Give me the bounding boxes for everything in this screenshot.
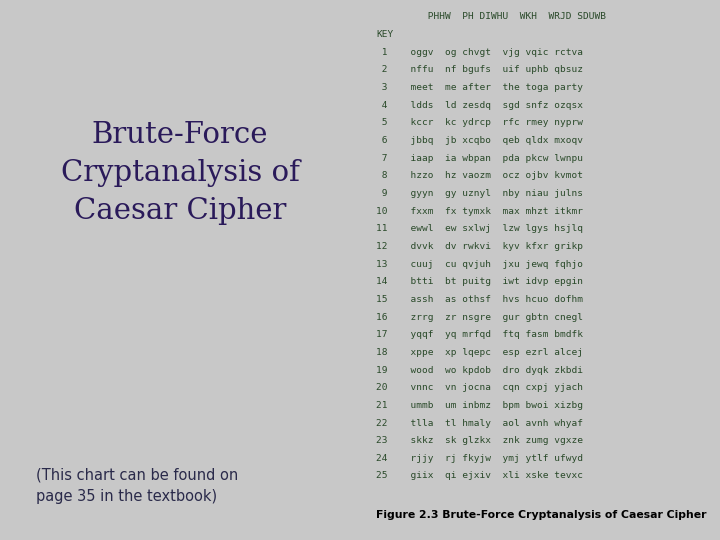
Text: 22    tlla  tl hmaly  aol avnh whyaf: 22 tlla tl hmaly aol avnh whyaf bbox=[377, 418, 583, 428]
Text: 14    btti  bt puitg  iwt idvp epgin: 14 btti bt puitg iwt idvp epgin bbox=[377, 277, 583, 286]
Text: (This chart can be found on
page 35 in the textbook): (This chart can be found on page 35 in t… bbox=[36, 468, 238, 504]
Text: 19    wood  wo kpdob  dro dyqk zkbdi: 19 wood wo kpdob dro dyqk zkbdi bbox=[377, 366, 583, 375]
Text: KEY: KEY bbox=[377, 30, 394, 39]
Text: PHHW  PH DIWHU  WKH  WRJD SDUWB: PHHW PH DIWHU WKH WRJD SDUWB bbox=[377, 12, 606, 22]
Text: 15    assh  as othsf  hvs hcuo dofhm: 15 assh as othsf hvs hcuo dofhm bbox=[377, 295, 583, 304]
Text: 24    rjjy  rj fkyjw  ymj ytlf ufwyd: 24 rjjy rj fkyjw ymj ytlf ufwyd bbox=[377, 454, 583, 463]
Text: 17    yqqf  yq mrfqd  ftq fasm bmdfk: 17 yqqf yq mrfqd ftq fasm bmdfk bbox=[377, 330, 583, 339]
Text: 3    meet  me after  the toga party: 3 meet me after the toga party bbox=[377, 83, 583, 92]
Text: 12    dvvk  dv rwkvi  kyv kfxr grikp: 12 dvvk dv rwkvi kyv kfxr grikp bbox=[377, 242, 583, 251]
Text: 1    oggv  og chvgt  vjg vqic rctva: 1 oggv og chvgt vjg vqic rctva bbox=[377, 48, 583, 57]
Text: 5    kccr  kc ydrcp  rfc rmey nyprw: 5 kccr kc ydrcp rfc rmey nyprw bbox=[377, 118, 583, 127]
Text: 18    xppe  xp lqepc  esp ezrl alcej: 18 xppe xp lqepc esp ezrl alcej bbox=[377, 348, 583, 357]
Text: 20    vnnc  vn jocna  cqn cxpj yjach: 20 vnnc vn jocna cqn cxpj yjach bbox=[377, 383, 583, 392]
Text: 9    gyyn  gy uznyl  nby niau julns: 9 gyyn gy uznyl nby niau julns bbox=[377, 189, 583, 198]
Text: 4    ldds  ld zesdq  sgd snfz ozqsx: 4 ldds ld zesdq sgd snfz ozqsx bbox=[377, 100, 583, 110]
Text: 23    skkz  sk glzkx  znk zumg vgxze: 23 skkz sk glzkx znk zumg vgxze bbox=[377, 436, 583, 445]
Text: 13    cuuj  cu qvjuh  jxu jewq fqhjo: 13 cuuj cu qvjuh jxu jewq fqhjo bbox=[377, 260, 583, 268]
Text: 11    ewwl  ew sxlwj  lzw lgys hsjlq: 11 ewwl ew sxlwj lzw lgys hsjlq bbox=[377, 224, 583, 233]
Text: 2    nffu  nf bgufs  uif uphb qbsuz: 2 nffu nf bgufs uif uphb qbsuz bbox=[377, 65, 583, 75]
Text: 16    zrrg  zr nsgre  gur gbtn cnegl: 16 zrrg zr nsgre gur gbtn cnegl bbox=[377, 313, 583, 321]
Text: 8    hzzo  hz vaozm  ocz ojbv kvmot: 8 hzzo hz vaozm ocz ojbv kvmot bbox=[377, 171, 583, 180]
Text: Brute-Force
Cryptanalysis of
Caesar Cipher: Brute-Force Cryptanalysis of Caesar Ciph… bbox=[60, 121, 300, 225]
Text: 7    iaap  ia wbpan  pda pkcw lwnpu: 7 iaap ia wbpan pda pkcw lwnpu bbox=[377, 153, 583, 163]
Text: 25    giix  qi ejxiv  xli xske tevxc: 25 giix qi ejxiv xli xske tevxc bbox=[377, 471, 583, 481]
Text: 6    jbbq  jb xcqbo  qeb qldx mxoqv: 6 jbbq jb xcqbo qeb qldx mxoqv bbox=[377, 136, 583, 145]
Text: 10    fxxm  fx tymxk  max mhzt itkmr: 10 fxxm fx tymxk max mhzt itkmr bbox=[377, 207, 583, 215]
Text: 21    ummb  um inbmz  bpm bwoi xizbg: 21 ummb um inbmz bpm bwoi xizbg bbox=[377, 401, 583, 410]
Text: Figure 2.3 Brute-Force Cryptanalysis of Caesar Cipher: Figure 2.3 Brute-Force Cryptanalysis of … bbox=[377, 510, 707, 520]
